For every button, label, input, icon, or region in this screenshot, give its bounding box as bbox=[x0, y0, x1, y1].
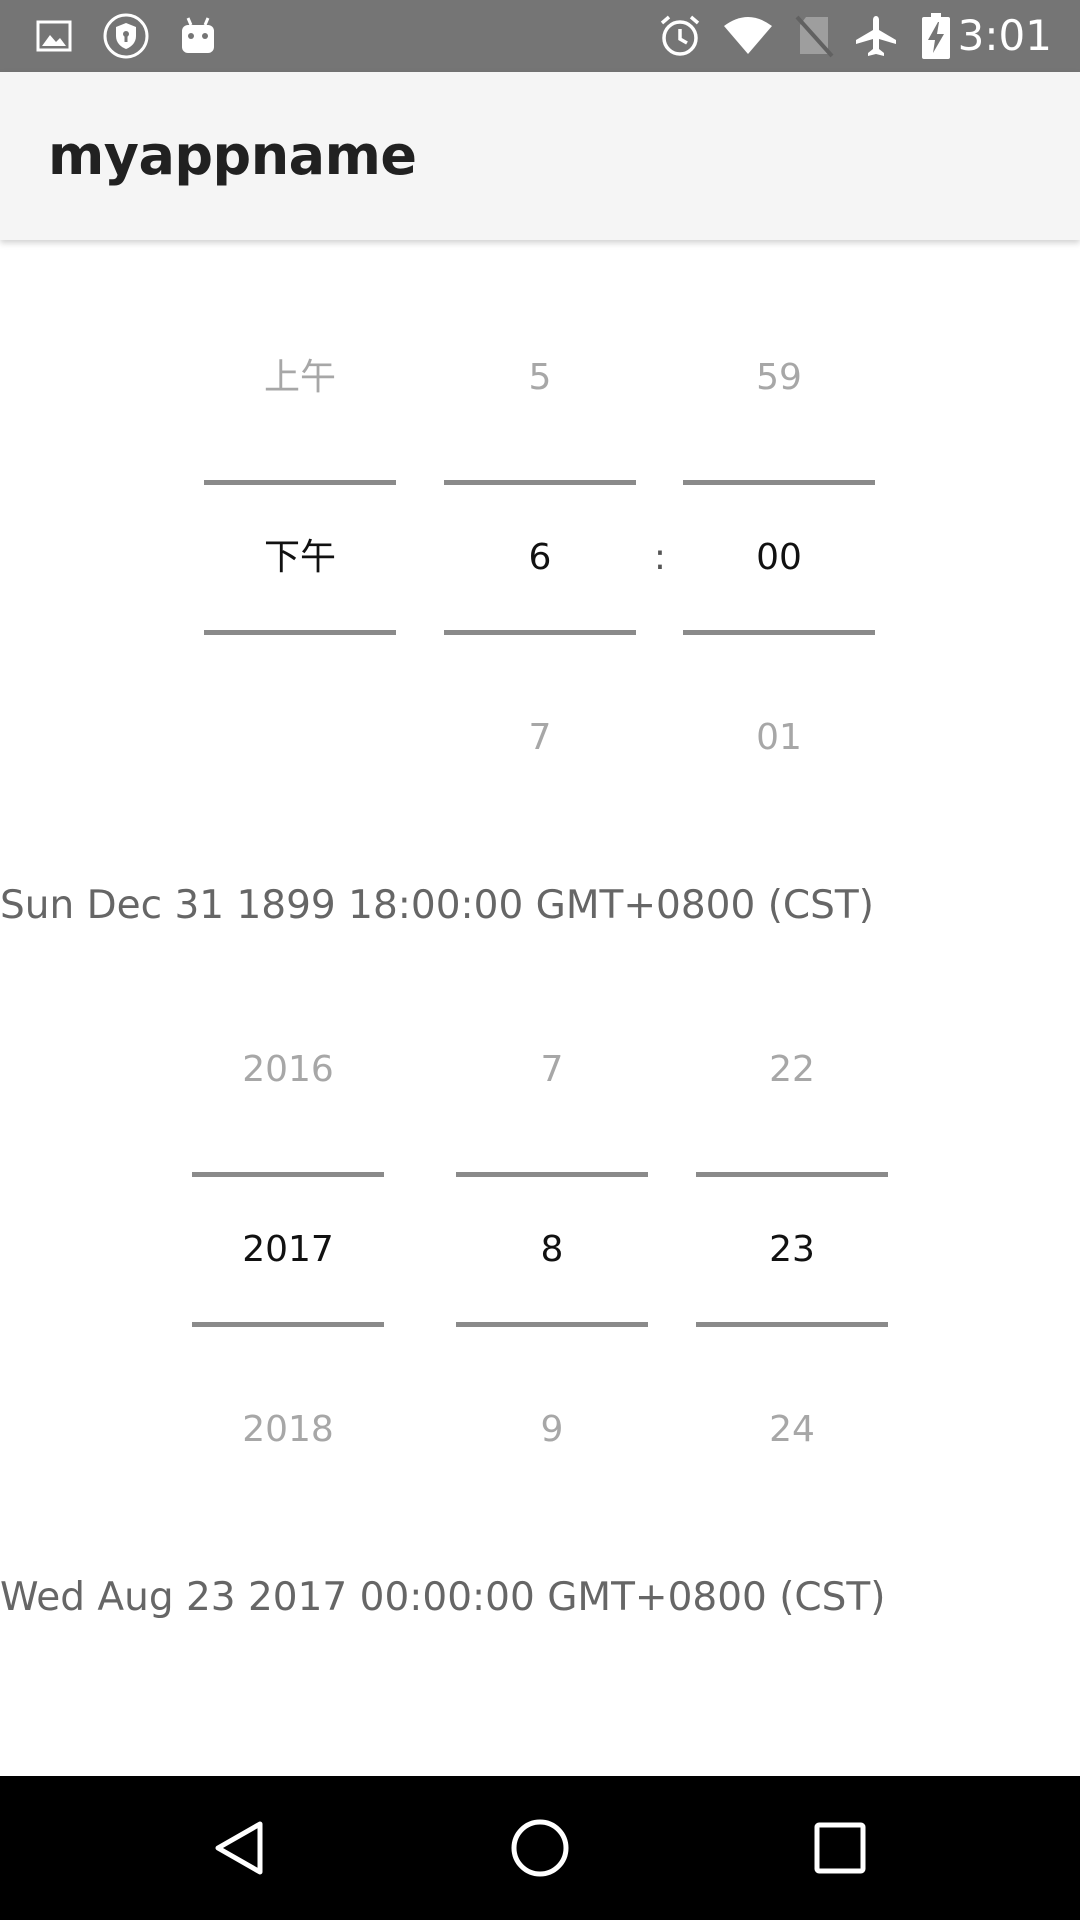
app-bar: myappname bbox=[0, 72, 1080, 240]
ampm-divider-top bbox=[204, 480, 396, 485]
navigation-bar bbox=[0, 1776, 1080, 1920]
hour-divider-bottom bbox=[444, 630, 636, 635]
month-selected[interactable]: 8 bbox=[540, 1229, 564, 1270]
day-selected[interactable]: 23 bbox=[769, 1229, 815, 1270]
status-bar: 3:01 bbox=[0, 0, 1080, 72]
date-result-text: Wed Aug 23 2017 00:00:00 GMT+0800 (CST) bbox=[0, 1575, 886, 1620]
year-next[interactable]: 2018 bbox=[242, 1409, 334, 1450]
ampm-next[interactable] bbox=[204, 708, 396, 768]
day-column[interactable]: 22 23 24 bbox=[696, 1010, 888, 1490]
ampm-divider-bottom bbox=[204, 630, 396, 635]
year-selected[interactable]: 2017 bbox=[242, 1229, 334, 1270]
ampm-column[interactable]: 上午 下午 bbox=[204, 318, 396, 798]
month-divider-bottom bbox=[456, 1322, 648, 1327]
home-icon[interactable] bbox=[492, 1800, 588, 1896]
minute-next[interactable]: 01 bbox=[756, 717, 802, 758]
wifi-icon bbox=[722, 12, 774, 60]
year-prev[interactable]: 2016 bbox=[242, 1049, 334, 1090]
recents-icon[interactable] bbox=[792, 1800, 888, 1896]
day-divider-top bbox=[696, 1172, 888, 1177]
android-icon bbox=[178, 12, 218, 60]
month-divider-top bbox=[456, 1172, 648, 1177]
hour-column[interactable]: 5 6 7 bbox=[444, 318, 636, 798]
date-picker: 2016 2017 2018 7 8 9 22 23 24 bbox=[0, 1010, 1080, 1490]
minute-prev[interactable]: 59 bbox=[756, 357, 802, 398]
month-prev[interactable]: 7 bbox=[540, 1049, 564, 1090]
ampm-selected[interactable]: 下午 bbox=[263, 537, 336, 578]
hour-divider-top bbox=[444, 480, 636, 485]
minute-divider-bottom bbox=[683, 630, 875, 635]
battery-charging-icon bbox=[918, 12, 954, 60]
app-title: myappname bbox=[48, 124, 417, 187]
year-divider-top bbox=[192, 1172, 384, 1177]
airplane-mode-icon bbox=[852, 12, 900, 60]
image-icon bbox=[34, 12, 74, 60]
day-prev[interactable]: 22 bbox=[769, 1049, 815, 1090]
ampm-prev[interactable]: 上午 bbox=[263, 357, 336, 398]
minute-column[interactable]: 59 00 01 bbox=[683, 318, 875, 798]
year-column[interactable]: 2016 2017 2018 bbox=[192, 1010, 384, 1490]
time-picker: 上午 下午 5 6 7 : 59 00 01 bbox=[0, 318, 1080, 798]
hour-next[interactable]: 7 bbox=[528, 717, 552, 758]
minute-selected[interactable]: 00 bbox=[756, 537, 802, 578]
year-divider-bottom bbox=[192, 1322, 384, 1327]
status-time: 3:01 bbox=[957, 11, 1052, 60]
time-result-text: Sun Dec 31 1899 18:00:00 GMT+0800 (CST) bbox=[0, 883, 874, 928]
hour-selected[interactable]: 6 bbox=[528, 537, 552, 578]
month-column[interactable]: 7 8 9 bbox=[456, 1010, 648, 1490]
minute-divider-top bbox=[683, 480, 875, 485]
shield-icon bbox=[100, 12, 152, 60]
no-sim-icon bbox=[792, 12, 836, 60]
hour-prev[interactable]: 5 bbox=[528, 357, 552, 398]
day-divider-bottom bbox=[696, 1322, 888, 1327]
time-separator: : bbox=[653, 537, 667, 578]
month-next[interactable]: 9 bbox=[540, 1409, 564, 1450]
alarm-icon bbox=[656, 12, 704, 60]
day-next[interactable]: 24 bbox=[769, 1409, 815, 1450]
back-icon[interactable] bbox=[192, 1800, 288, 1896]
